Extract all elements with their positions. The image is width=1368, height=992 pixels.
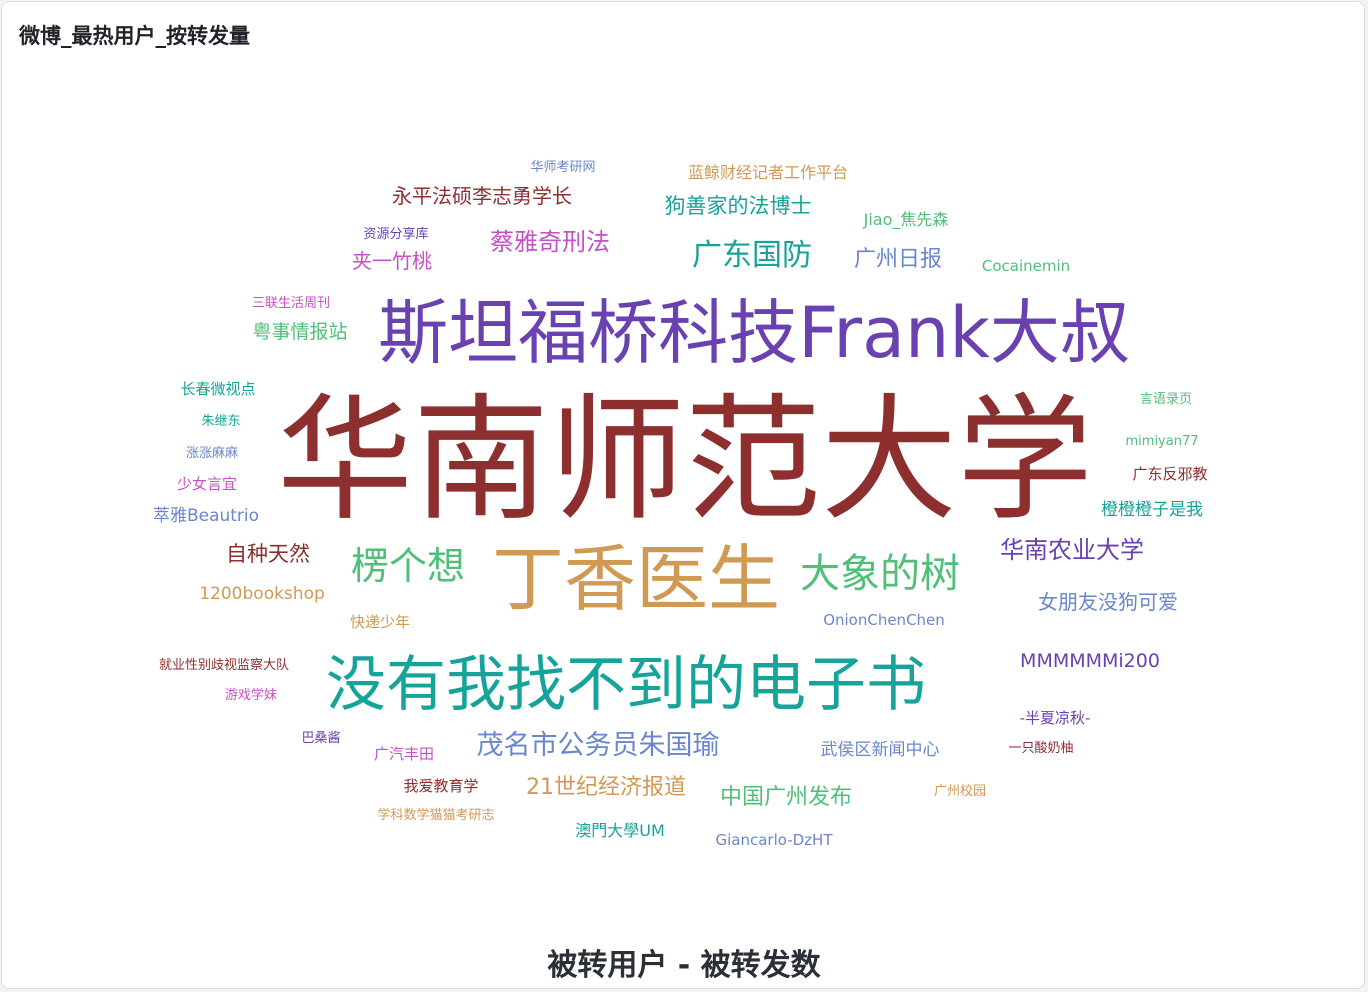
word-cloud-word: 夹一竹桃	[352, 249, 432, 273]
word-cloud-word: 华南师范大学	[277, 382, 1093, 540]
word-cloud-word: 广汽丰田	[374, 745, 434, 763]
word-cloud-word: 自种天然	[226, 542, 310, 566]
word-cloud-word: MMMMMMi200	[1020, 650, 1160, 672]
word-cloud-word: 丁香医生	[492, 537, 780, 621]
word-cloud-word: 三联生活周刊	[252, 296, 330, 311]
word-cloud-word: 狗善家的法博士	[665, 194, 812, 218]
word-cloud-word: 就业性别歧视监察大队	[159, 658, 289, 673]
word-cloud-word: 萃雅Beautrio	[153, 506, 259, 526]
word-cloud-word: 中国广州发布	[720, 785, 852, 810]
word-cloud-word: 武侯区新闻中心	[821, 740, 940, 760]
word-cloud-word: mimiyan77	[1126, 434, 1199, 449]
word-cloud-word: 涨涨麻麻	[186, 446, 238, 461]
word-cloud-word: 广州日报	[854, 247, 942, 272]
word-cloud-word: 蓝鲸财经记者工作平台	[688, 163, 848, 182]
word-cloud-word: 21世纪经济报道	[526, 775, 686, 800]
word-cloud-word: 一只酸奶柚	[1008, 741, 1073, 756]
word-cloud-word: 巴桑酱	[301, 731, 340, 746]
word-cloud-word: 华师考研网	[530, 160, 595, 175]
word-cloud-word: 资源分享库	[363, 226, 428, 242]
word-cloud-word: 1200bookshop	[199, 584, 325, 604]
word-cloud-word: 我爱教育学	[403, 777, 478, 795]
chart-title: 微博_最热用户_按转发量	[19, 24, 250, 48]
word-cloud-word: 没有我找不到的电子书	[326, 650, 926, 720]
word-cloud-word: 橙橙橙子是我	[1101, 500, 1203, 520]
word-cloud-word: 女朋友没狗可爱	[1038, 590, 1178, 614]
word-cloud-word: 茂名市公务员朱国瑜	[477, 730, 720, 761]
word-cloud-word: 言语录页	[1140, 392, 1192, 407]
word-cloud-word: 楞个想	[351, 544, 465, 588]
chart-subtitle: 被转用户 - 被转发数	[547, 948, 821, 983]
word-cloud-word: Cocainemin	[982, 257, 1070, 275]
word-cloud-word: 游戏学妹	[225, 687, 277, 703]
word-cloud-word: 广东国防	[692, 238, 812, 273]
word-cloud-word: 华南农业大学	[1000, 536, 1144, 564]
word-cloud-word: 粤事情报站	[252, 321, 347, 343]
word-cloud-word: 大象的树	[800, 551, 960, 597]
word-cloud-word: -半夏凉秋-	[1020, 709, 1091, 727]
word-cloud-word: Jiao_焦先森	[863, 210, 949, 230]
word-cloud-word: 广东反邪教	[1132, 465, 1207, 483]
word-cloud-word: 朱继东	[201, 414, 240, 429]
word-cloud-word: 少女言宜	[177, 475, 237, 493]
word-cloud-word: 斯坦福桥科技Frank大叔	[378, 292, 1130, 374]
word-cloud-word: 长春微视点	[180, 380, 255, 398]
word-cloud-word: 蔡雅奇刑法	[490, 228, 610, 256]
word-cloud-word: OnionChenChen	[823, 611, 945, 629]
word-cloud-word: 学科数学猫猫考研志	[377, 807, 494, 823]
word-cloud-word: 澳門大學UM	[575, 821, 665, 840]
word-cloud-word: 永平法硕李志勇学长	[392, 184, 572, 208]
word-cloud-word: Giancarlo-DzHT	[716, 831, 834, 849]
word-cloud-word: 快递少年	[350, 613, 410, 631]
word-cloud-word: 广州校园	[934, 783, 986, 799]
